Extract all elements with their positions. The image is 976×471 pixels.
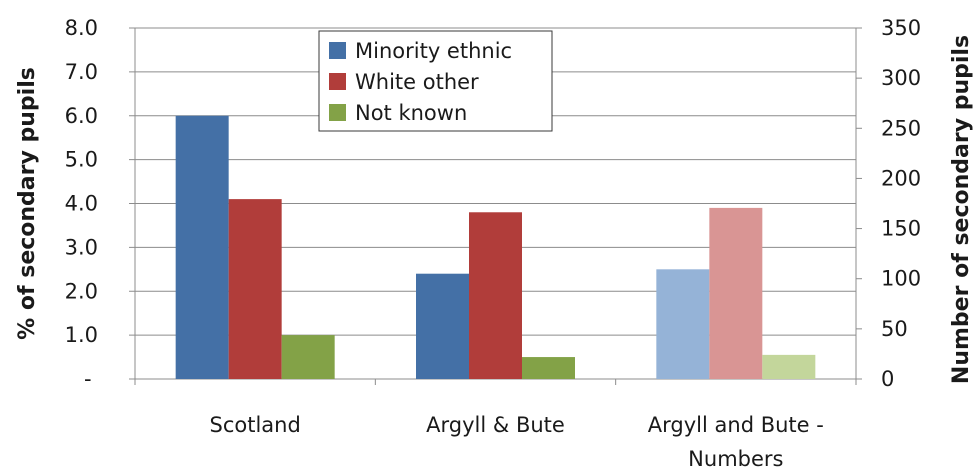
- legend-box: [318, 30, 553, 132]
- y-left-tick-label: 6.0: [65, 104, 98, 128]
- y-left-tick-label: 4.0: [65, 192, 98, 216]
- y-left-tick-label: 7.0: [65, 60, 98, 84]
- bar-white-other: [228, 199, 282, 379]
- y-left-tick-label: 1.0: [65, 323, 98, 347]
- y-right-tick-label: 350: [881, 16, 921, 40]
- x-category-label: Numbers: [688, 447, 783, 471]
- y-right-tick-label: 100: [881, 267, 921, 291]
- y-right-tick-label: 0: [881, 367, 894, 391]
- y-right-tick-label: 300: [881, 66, 921, 90]
- y-right-tick-label: 250: [881, 116, 921, 140]
- y-right-tick-label: 200: [881, 166, 921, 190]
- legend-swatch: [329, 73, 346, 90]
- y-left-tick-label: -: [84, 367, 92, 391]
- bar-minority-ethnic: [416, 273, 469, 379]
- y-left-tick-label: 5.0: [65, 148, 98, 172]
- bar-not-known: [762, 354, 816, 379]
- y-left-tick-label: 2.0: [65, 279, 98, 303]
- legend-label: Not known: [355, 101, 467, 125]
- legend-swatch: [329, 42, 346, 59]
- bar-minority-ethnic: [656, 269, 710, 379]
- y-axis-left-title: % of secondary pupils: [15, 67, 40, 340]
- x-category-label: Scotland: [210, 413, 301, 437]
- bar-minority-ethnic: [175, 115, 229, 379]
- bar-not-known: [281, 335, 335, 379]
- y-right-tick-label: 150: [881, 217, 921, 241]
- legend-swatch: [329, 104, 346, 121]
- bar-white-other: [709, 207, 763, 379]
- y-left-tick-label: 8.0: [65, 16, 98, 40]
- x-category-label: Argyll & Bute: [426, 413, 565, 437]
- bar-not-known: [522, 357, 575, 379]
- legend-label: White other: [355, 70, 479, 94]
- y-right-tick-label: 50: [881, 317, 908, 341]
- y-left-tick-label: 3.0: [65, 235, 98, 259]
- bar-white-other: [469, 212, 522, 379]
- y-axis-right-title: Number of secondary pupils: [949, 35, 974, 384]
- legend-label: Minority ethnic: [355, 39, 512, 63]
- x-category-label: Argyll and Bute -: [648, 413, 824, 437]
